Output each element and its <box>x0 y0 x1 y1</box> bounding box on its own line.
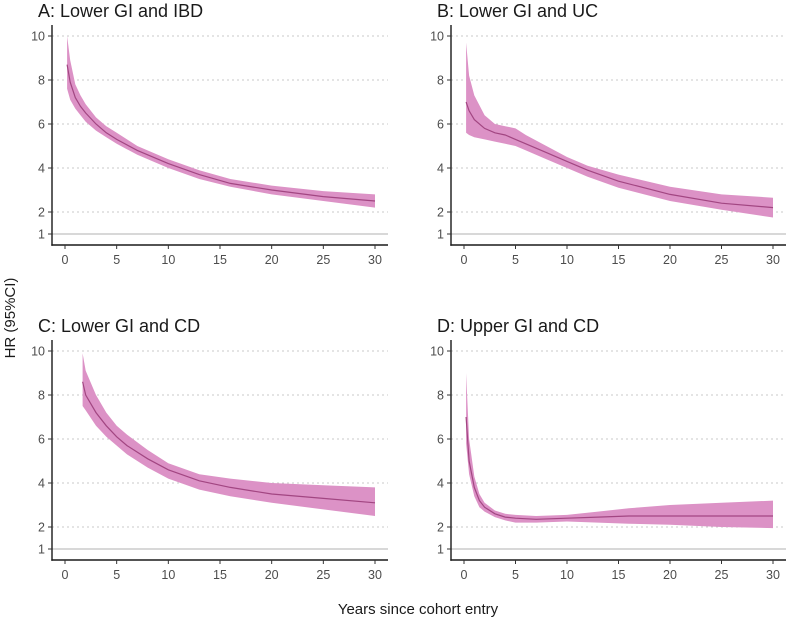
x-tick-label: 25 <box>316 253 330 267</box>
x-tick-label: 15 <box>213 568 227 582</box>
x-tick-label: 30 <box>766 568 780 582</box>
panel-d: D: Upper GI and CD 1 2 4 6 8 10 0 5 10 15 20 25 30 <box>430 316 786 582</box>
y-tick-label: 4 <box>38 162 45 176</box>
y-tick-label: 6 <box>38 118 45 132</box>
x-tick-label: 30 <box>368 568 382 582</box>
x-tick-label: 15 <box>612 568 626 582</box>
x-tick-label: 5 <box>113 253 120 267</box>
panel-title: C: Lower GI and CD <box>38 316 200 336</box>
y-tick-label: 8 <box>38 389 45 403</box>
panel-title: A: Lower GI and IBD <box>38 1 203 21</box>
y-tick-label: 6 <box>38 433 45 447</box>
y-tick-label: 8 <box>437 74 444 88</box>
x-axis-title: Years since cohort entry <box>338 601 499 618</box>
y-tick-label: 2 <box>38 521 45 535</box>
y-tick-label: 4 <box>437 162 444 176</box>
x-tick-label: 10 <box>560 253 574 267</box>
x-tick-label: 20 <box>265 568 279 582</box>
y-tick-label: 2 <box>38 206 45 220</box>
y-tick-label: 6 <box>437 433 444 447</box>
y-tick-label: 10 <box>430 345 444 359</box>
hr-line <box>465 416 773 520</box>
x-tick-label: 20 <box>265 253 279 267</box>
ci-band <box>67 36 375 208</box>
x-tick-label: 30 <box>368 253 382 267</box>
y-axis-title: HR (95%CI) <box>2 278 19 359</box>
ci-band <box>82 353 375 516</box>
x-tick-label: 20 <box>663 568 677 582</box>
y-tick-label: 4 <box>38 477 45 491</box>
x-tick-label: 0 <box>461 568 468 582</box>
x-tick-label: 0 <box>62 253 69 267</box>
y-tick-label: 1 <box>38 228 45 242</box>
y-tick-label: 6 <box>437 118 444 132</box>
hr-line <box>82 381 376 504</box>
x-tick-label: 15 <box>612 253 626 267</box>
x-tick-label: 0 <box>62 568 69 582</box>
y-tick-label: 1 <box>437 228 444 242</box>
y-tick-label: 8 <box>437 389 444 403</box>
ci-band <box>466 42 773 218</box>
ci-band <box>466 373 773 529</box>
x-tick-label: 30 <box>766 253 780 267</box>
x-tick-label: 5 <box>113 568 120 582</box>
x-tick-label: 10 <box>161 253 175 267</box>
panel-c: C: Lower GI and CD 1 2 4 6 8 10 0 5 10 15 20 25 30 <box>31 316 388 582</box>
y-tick-label: 10 <box>31 30 45 44</box>
x-tick-label: 5 <box>512 568 519 582</box>
y-tick-label: 10 <box>31 345 45 359</box>
x-tick-label: 25 <box>316 568 330 582</box>
y-tick-label: 1 <box>437 543 444 557</box>
x-tick-label: 0 <box>461 253 468 267</box>
hr-line <box>465 101 774 209</box>
x-tick-label: 25 <box>715 568 729 582</box>
panel-title: B: Lower GI and UC <box>437 1 598 21</box>
x-tick-label: 10 <box>161 568 175 582</box>
y-tick-label: 1 <box>38 543 45 557</box>
x-tick-label: 5 <box>512 253 519 267</box>
x-tick-label: 20 <box>663 253 677 267</box>
x-tick-label: 10 <box>560 568 574 582</box>
x-tick-label: 15 <box>213 253 227 267</box>
hr-line <box>66 64 376 202</box>
y-tick-label: 10 <box>430 30 444 44</box>
y-tick-label: 4 <box>437 477 444 491</box>
x-tick-label: 25 <box>715 253 729 267</box>
panel-b: B: Lower GI and UC 1 2 4 6 8 10 0 5 10 15 20 25 30 <box>430 1 786 267</box>
y-tick-label: 2 <box>437 521 444 535</box>
y-tick-label: 8 <box>38 74 45 88</box>
panel-a: A: Lower GI and IBD 1 2 4 6 8 10 0 5 10 15 20 25 30 <box>31 1 388 267</box>
panel-title: D: Upper GI and CD <box>437 316 599 336</box>
y-tick-label: 2 <box>437 206 444 220</box>
